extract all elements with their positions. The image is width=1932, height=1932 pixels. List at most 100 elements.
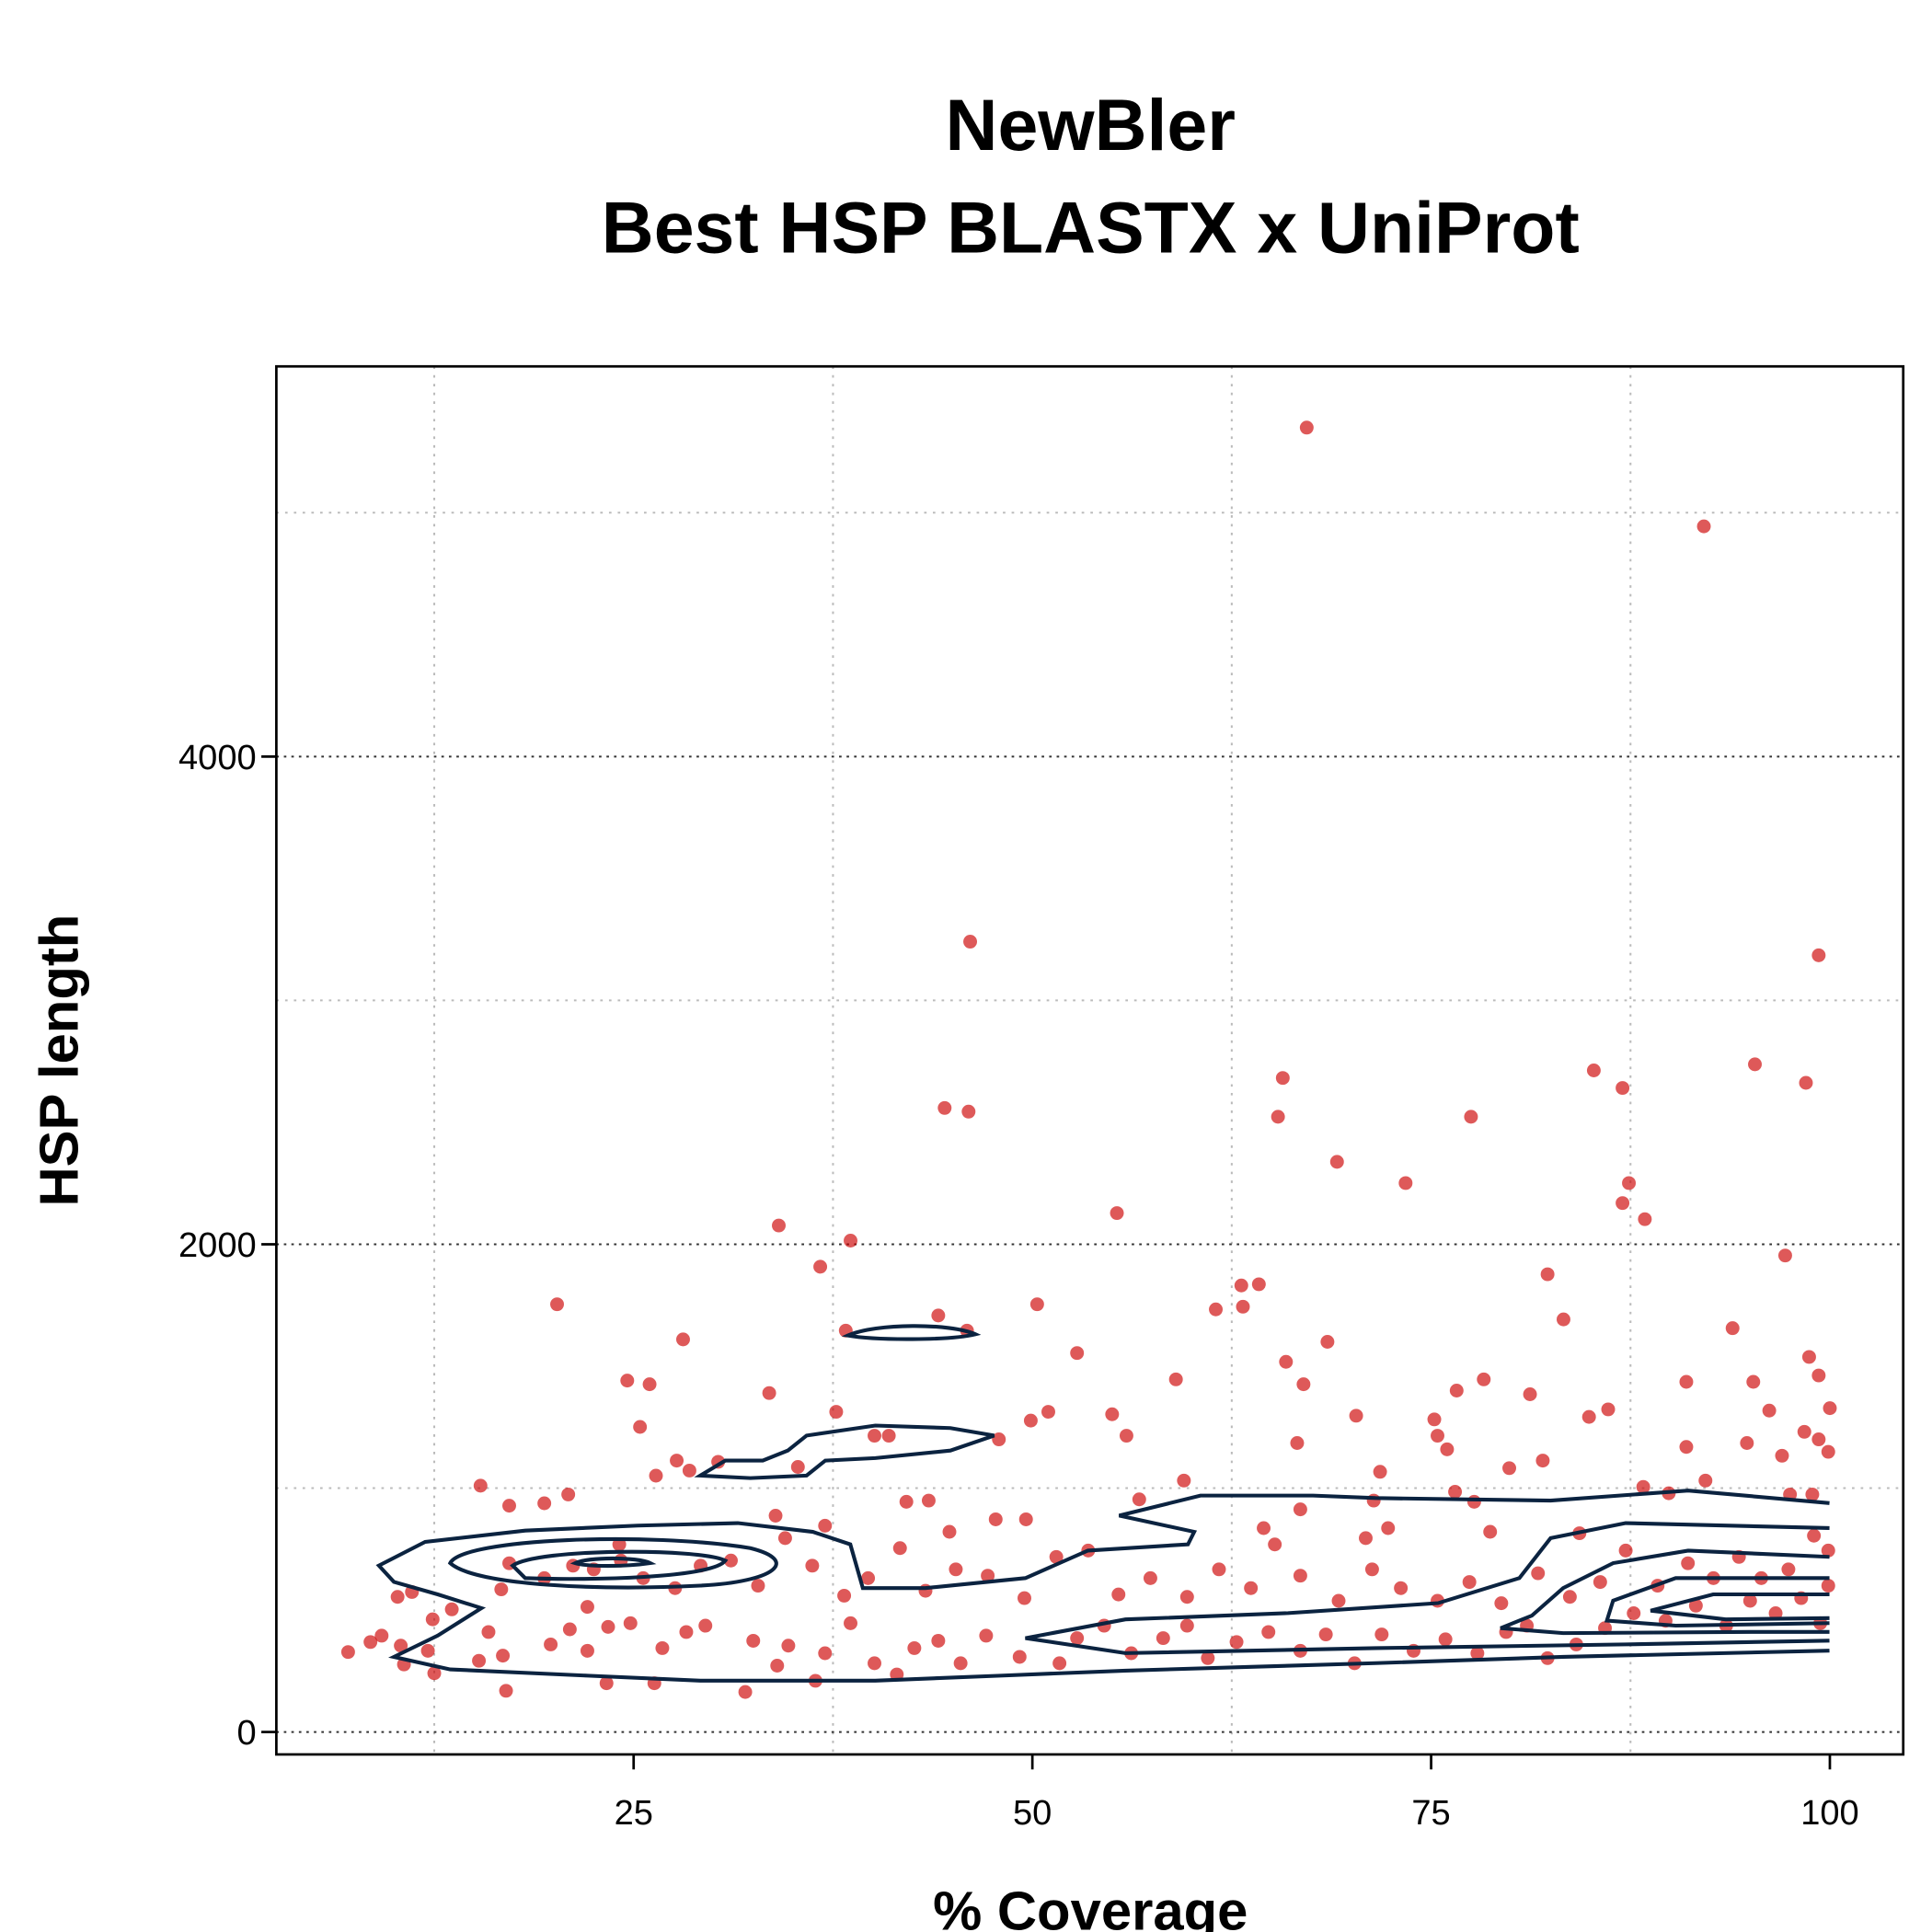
point	[633, 1420, 648, 1434]
point	[1373, 1465, 1387, 1479]
point	[679, 1625, 694, 1639]
point	[670, 1454, 684, 1468]
point	[1359, 1531, 1373, 1546]
point	[1477, 1372, 1491, 1386]
point	[444, 1602, 459, 1616]
point	[1483, 1524, 1498, 1539]
point	[425, 1612, 440, 1627]
point	[1349, 1409, 1363, 1423]
point	[420, 1643, 435, 1658]
point	[1261, 1625, 1276, 1639]
point	[1394, 1581, 1409, 1595]
point	[1811, 948, 1826, 962]
chart-title: NewBler	[946, 85, 1236, 166]
point	[1049, 1549, 1064, 1564]
point	[1119, 1429, 1133, 1443]
point	[1581, 1409, 1596, 1424]
contour	[694, 1423, 995, 1480]
point	[698, 1618, 713, 1633]
point	[1556, 1312, 1570, 1327]
point	[1236, 1299, 1250, 1314]
point	[481, 1625, 496, 1639]
point	[390, 1590, 405, 1604]
point	[881, 1429, 896, 1443]
point	[724, 1553, 738, 1568]
point	[1616, 1081, 1630, 1096]
point	[1823, 1401, 1837, 1416]
point	[837, 1588, 852, 1603]
contour	[569, 1556, 657, 1569]
point	[1268, 1537, 1282, 1552]
point	[562, 1622, 577, 1637]
contour	[510, 1549, 729, 1581]
point	[1299, 420, 1314, 435]
point	[494, 1582, 509, 1597]
point	[1777, 1248, 1792, 1263]
point	[844, 1234, 857, 1248]
point	[1811, 1432, 1826, 1447]
point	[1329, 1155, 1344, 1169]
contour	[1604, 1576, 1830, 1628]
point	[1540, 1267, 1555, 1282]
y-tick-label: 4000	[178, 739, 257, 777]
point	[1449, 1384, 1464, 1397]
point	[642, 1377, 657, 1392]
point	[1616, 1196, 1630, 1211]
point	[1374, 1627, 1389, 1642]
point	[1132, 1492, 1146, 1507]
point	[473, 1478, 488, 1493]
contour	[841, 1324, 982, 1341]
point	[1593, 1575, 1607, 1590]
point	[1041, 1405, 1055, 1420]
point	[1805, 1487, 1820, 1501]
point	[601, 1619, 615, 1634]
point	[1781, 1562, 1796, 1577]
point	[1586, 1064, 1601, 1077]
point	[1398, 1176, 1413, 1190]
point	[394, 1639, 408, 1653]
point	[762, 1386, 776, 1400]
point	[1029, 1297, 1044, 1312]
point	[676, 1332, 690, 1347]
point	[1201, 1650, 1215, 1665]
y-tick-label: 2000	[178, 1226, 257, 1265]
contour	[1500, 1548, 1830, 1636]
point	[1070, 1631, 1085, 1646]
point	[1466, 1494, 1481, 1509]
point	[818, 1646, 833, 1661]
point	[1168, 1372, 1183, 1386]
point	[1070, 1346, 1085, 1361]
point	[868, 1656, 881, 1671]
point	[1775, 1448, 1789, 1463]
point	[580, 1643, 594, 1658]
point	[1271, 1110, 1285, 1124]
point	[1535, 1454, 1550, 1468]
point	[1601, 1402, 1616, 1417]
point	[363, 1635, 378, 1650]
point	[1679, 1440, 1694, 1455]
point	[1531, 1566, 1546, 1581]
point	[921, 1493, 936, 1508]
point	[953, 1656, 968, 1671]
point	[1681, 1556, 1696, 1570]
point	[1821, 1444, 1835, 1459]
point	[1179, 1618, 1194, 1633]
plot-frame	[275, 364, 1905, 1756]
point	[561, 1487, 576, 1501]
point	[1636, 1479, 1650, 1494]
point	[1105, 1407, 1120, 1421]
point	[1502, 1461, 1516, 1476]
point	[427, 1666, 442, 1681]
contour	[447, 1536, 778, 1590]
point	[781, 1639, 796, 1653]
point	[1618, 1543, 1633, 1558]
y-axis-title: HSP length	[28, 914, 89, 1207]
point	[1251, 1277, 1266, 1292]
point	[751, 1579, 765, 1593]
y-tick-label: 0	[236, 1714, 256, 1753]
point	[1797, 1424, 1811, 1439]
point	[1746, 1374, 1761, 1389]
point	[772, 1218, 786, 1233]
